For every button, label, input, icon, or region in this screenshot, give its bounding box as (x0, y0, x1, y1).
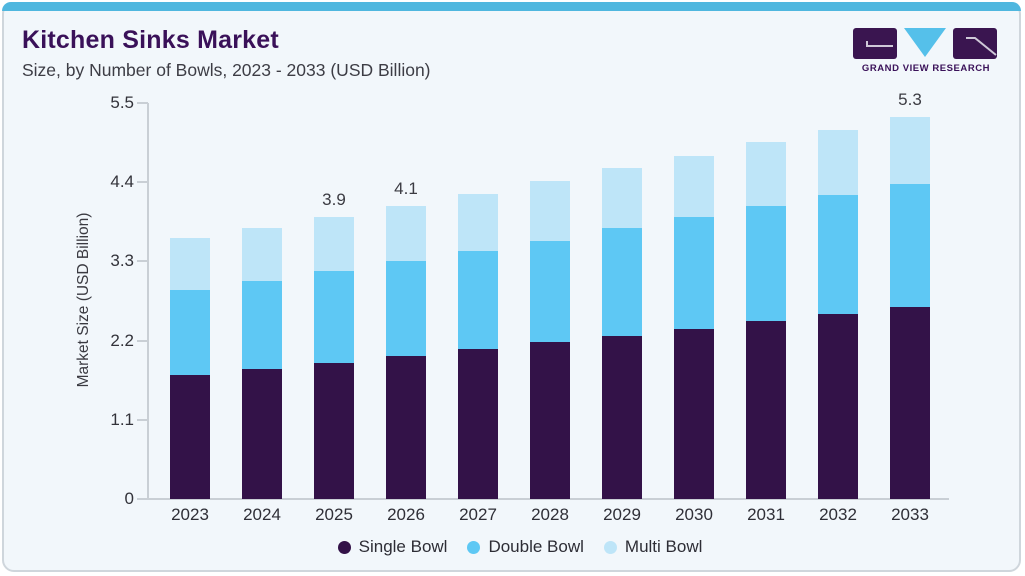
legend-marker-dot (337, 540, 351, 554)
gvr-r-block-icon (953, 28, 997, 59)
bar-total-label: 4.1 (394, 178, 418, 198)
bar-segment-double-bowl (818, 195, 858, 314)
chart-title: Kitchen Sinks Market (22, 26, 279, 54)
bar-segment-multi-bowl (674, 155, 714, 218)
x-axis-label: 2025 (315, 505, 353, 524)
y-axis-tick-label: 0 (124, 489, 134, 508)
bar-segment-multi-bowl (890, 117, 930, 185)
y-axis-tick-label: 5.5 (110, 93, 134, 112)
bar-total-label: 5.3 (898, 90, 922, 110)
x-axis-label: 2028 (531, 505, 569, 524)
bar-segment-single-bowl (170, 375, 210, 499)
bar-segment-double-bowl (530, 240, 570, 343)
y-axis-title: Market Size (USD Billion) (75, 212, 92, 388)
bar-segment-multi-bowl (170, 237, 210, 291)
bar-segment-single-bowl (530, 342, 570, 499)
bar-segment-double-bowl (386, 261, 426, 357)
gvr-v-triangle-icon (904, 28, 946, 57)
legend-label: Double Bowl (488, 537, 584, 556)
bar-segment-multi-bowl (746, 141, 786, 206)
gvr-g-block-icon (853, 28, 897, 59)
y-axis-tick (137, 498, 148, 500)
x-axis-label: 2029 (603, 505, 641, 524)
legend-label: Single Bowl (358, 537, 448, 556)
bar-segment-double-bowl (890, 184, 930, 307)
bar-segment-single-bowl (890, 306, 930, 499)
bar-segment-single-bowl (458, 349, 498, 499)
y-axis-tick-label: 1.1 (110, 409, 134, 429)
card-accent-topbar (2, 2, 1021, 11)
x-axis-label: 2033 (891, 505, 929, 524)
bar-segment-multi-bowl (458, 193, 498, 251)
bar-segment-multi-bowl (530, 180, 570, 241)
x-axis-baseline (137, 498, 949, 500)
bar-segment-single-bowl (746, 321, 786, 499)
x-axis-label: 2026 (387, 505, 425, 524)
bar-segment-multi-bowl (242, 227, 282, 281)
y-axis-tick-label: 4.4 (110, 172, 134, 192)
chart-legend: Single Bowl Double Bowl Multi Bowl (120, 537, 920, 557)
grand-view-research-logo: GRAND VIEW RESEARCH (853, 28, 999, 74)
bar-segment-double-bowl (746, 205, 786, 322)
legend-item: Multi Bowl (603, 537, 703, 557)
bar-segment-double-bowl (170, 290, 210, 376)
x-axis-label: 2031 (747, 505, 785, 524)
bar-segment-double-bowl (674, 217, 714, 330)
legend-marker-dot (467, 540, 481, 554)
bar-segment-single-bowl (242, 369, 282, 499)
bar-segment-multi-bowl (818, 129, 858, 196)
gvr-logo-wordmark: GRAND VIEW RESEARCH (861, 63, 991, 74)
bar-segment-single-bowl (674, 329, 714, 499)
y-axis-tick (137, 102, 148, 104)
bar-segment-multi-bowl (386, 205, 426, 262)
bar-segment-single-bowl (818, 313, 858, 499)
chart-subtitle: Size, by Number of Bowls, 2023 - 2033 (U… (22, 60, 431, 80)
bar-segment-double-bowl (602, 228, 642, 337)
bar-segment-single-bowl (602, 336, 642, 499)
bar-segment-double-bowl (458, 250, 498, 350)
x-axis-label: 2027 (459, 505, 497, 524)
bar-total-label: 3.9 (322, 189, 346, 209)
bar-segment-single-bowl (314, 362, 354, 499)
bar-segment-multi-bowl (314, 216, 354, 272)
bar-segment-double-bowl (242, 280, 282, 370)
bar-segment-multi-bowl (602, 167, 642, 229)
y-axis-tick-label: 2.2 (110, 330, 134, 350)
x-axis-label: 2032 (819, 505, 857, 524)
y-axis-tick-label: 3.3 (110, 251, 134, 271)
x-axis-label: 2023 (171, 505, 209, 524)
y-axis-tick (137, 339, 148, 342)
legend-label: Multi Bowl (624, 537, 703, 556)
legend-item: Double Bowl (467, 537, 584, 557)
legend-item: Single Bowl (337, 537, 448, 557)
x-axis-label: 2030 (675, 505, 713, 524)
legend-marker-dot (603, 540, 617, 554)
y-axis-line (147, 103, 149, 499)
y-axis-tick (137, 418, 148, 421)
y-axis-tick (137, 181, 148, 184)
bar-segment-double-bowl (314, 271, 354, 363)
bar-segment-single-bowl (386, 356, 426, 499)
x-axis-label: 2024 (243, 505, 281, 524)
chart-header: Kitchen Sinks Market Size, by Number of … (22, 26, 431, 81)
gvr-logo-blocks (853, 28, 999, 59)
y-axis-tick (137, 260, 148, 263)
